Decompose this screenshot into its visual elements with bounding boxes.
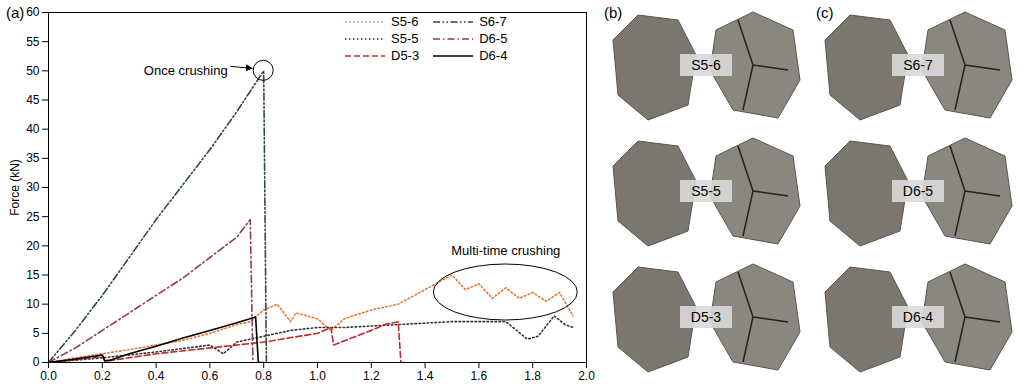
svg-text:0.6: 0.6 bbox=[202, 369, 219, 383]
svg-text:S5-5: S5-5 bbox=[691, 183, 721, 199]
svg-text:D5-3: D5-3 bbox=[691, 309, 722, 325]
svg-text:45: 45 bbox=[26, 93, 40, 107]
html-text:D5-3: D5-3 bbox=[391, 48, 420, 63]
svg-text:(b): (b) bbox=[604, 4, 622, 21]
svg-text:25: 25 bbox=[26, 210, 40, 224]
svg-text:50: 50 bbox=[26, 64, 40, 78]
svg-text:0.0: 0.0 bbox=[40, 369, 57, 383]
svg-text:1.8: 1.8 bbox=[524, 369, 541, 383]
svg-text:1.0: 1.0 bbox=[309, 369, 326, 383]
html-text:D6-4: D6-4 bbox=[479, 48, 508, 63]
svg-text:Once crushing: Once crushing bbox=[144, 63, 228, 78]
html-text:S5-6: S5-6 bbox=[391, 14, 419, 29]
svg-text:(c): (c) bbox=[816, 4, 834, 21]
svg-text:2.0: 2.0 bbox=[578, 369, 595, 383]
svg-text:60: 60 bbox=[26, 5, 40, 19]
svg-text:0.4: 0.4 bbox=[148, 369, 165, 383]
svg-text:0.8: 0.8 bbox=[255, 369, 272, 383]
svg-text:15: 15 bbox=[26, 268, 40, 282]
html-text:D6-5: D6-5 bbox=[479, 31, 508, 46]
svg-text:1.2: 1.2 bbox=[363, 369, 380, 383]
html-text:(a): (a) bbox=[6, 4, 25, 21]
svg-text:1.6: 1.6 bbox=[471, 369, 488, 383]
svg-text:10: 10 bbox=[26, 297, 40, 311]
html-text:S6-7: S6-7 bbox=[479, 14, 507, 29]
svg-text:Multi-time crushing: Multi-time crushing bbox=[451, 243, 560, 258]
svg-text:5: 5 bbox=[33, 326, 40, 340]
svg-text:40: 40 bbox=[26, 122, 40, 136]
svg-text:1.4: 1.4 bbox=[417, 369, 434, 383]
svg-text:20: 20 bbox=[26, 239, 40, 253]
svg-text:D6-5: D6-5 bbox=[903, 183, 934, 199]
svg-text:D6-4: D6-4 bbox=[903, 309, 934, 325]
svg-text:55: 55 bbox=[26, 35, 40, 49]
svg-text:Force (kN): Force (kN) bbox=[8, 159, 22, 216]
svg-text:0.2: 0.2 bbox=[94, 369, 111, 383]
svg-text:0: 0 bbox=[33, 355, 40, 369]
svg-text:S5-6: S5-6 bbox=[691, 57, 721, 73]
html-text:S5-5: S5-5 bbox=[391, 31, 419, 46]
svg-text:30: 30 bbox=[26, 180, 40, 194]
svg-text:S6-7: S6-7 bbox=[903, 57, 933, 73]
svg-text:35: 35 bbox=[26, 151, 40, 165]
